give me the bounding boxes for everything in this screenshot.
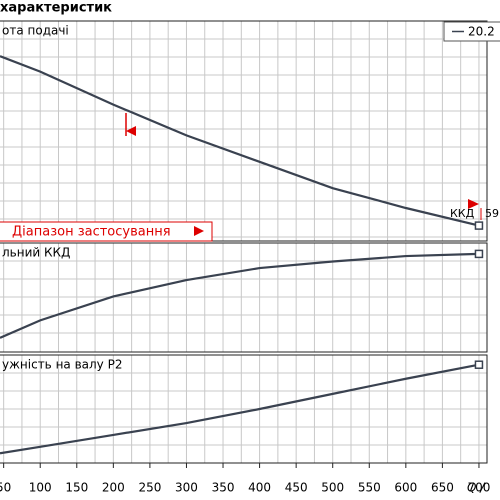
x-tick-label: 350	[212, 481, 235, 495]
panel-frame	[0, 354, 488, 464]
x-axis-label: Q /	[467, 481, 486, 495]
range-arrow	[194, 226, 204, 236]
x-tick-label: 450	[285, 481, 308, 495]
x-tick-label: 200	[102, 481, 125, 495]
plots: ота подачі льний ККД ужність на валу P2 50 1…	[0, 20, 491, 495]
panel-title: ужність на валу P2	[2, 358, 122, 372]
x-tick-label: 300	[175, 481, 198, 495]
x-tick-label: 700	[468, 481, 491, 495]
range-label: Діапазон застосування	[12, 225, 171, 240]
end-point	[474, 360, 484, 369]
x-tick-label: 650	[431, 481, 454, 495]
efficiency-label: ККД	[450, 207, 475, 220]
page-title: характеристик	[0, 1, 112, 16]
end-point	[474, 221, 484, 230]
curve	[0, 252, 479, 339]
x-tick-label: 250	[138, 481, 161, 495]
legend-entry: 20.2	[468, 25, 495, 39]
panel-frame	[0, 20, 488, 242]
range-box	[0, 221, 213, 242]
curve	[0, 55, 480, 227]
x-tick-label: 150	[65, 481, 88, 495]
efficiency-value: 59	[485, 207, 499, 220]
curve	[0, 363, 480, 455]
x-tick-label: 100	[29, 481, 52, 495]
x-tick-label: 600	[394, 481, 417, 495]
end-point	[474, 249, 484, 259]
x-tick-label: 500	[321, 481, 344, 495]
x-tick-label: 400	[248, 481, 271, 495]
panel-title: ота подачі	[2, 24, 69, 38]
panel-frame	[0, 242, 488, 353]
legend-box	[443, 21, 500, 42]
panel-title: льний ККД	[2, 246, 70, 260]
range-start-arrow	[126, 126, 136, 136]
x-tick-label: 550	[358, 481, 381, 495]
x-tick-label: 50	[0, 481, 11, 495]
range-end-arrow	[468, 199, 479, 209]
